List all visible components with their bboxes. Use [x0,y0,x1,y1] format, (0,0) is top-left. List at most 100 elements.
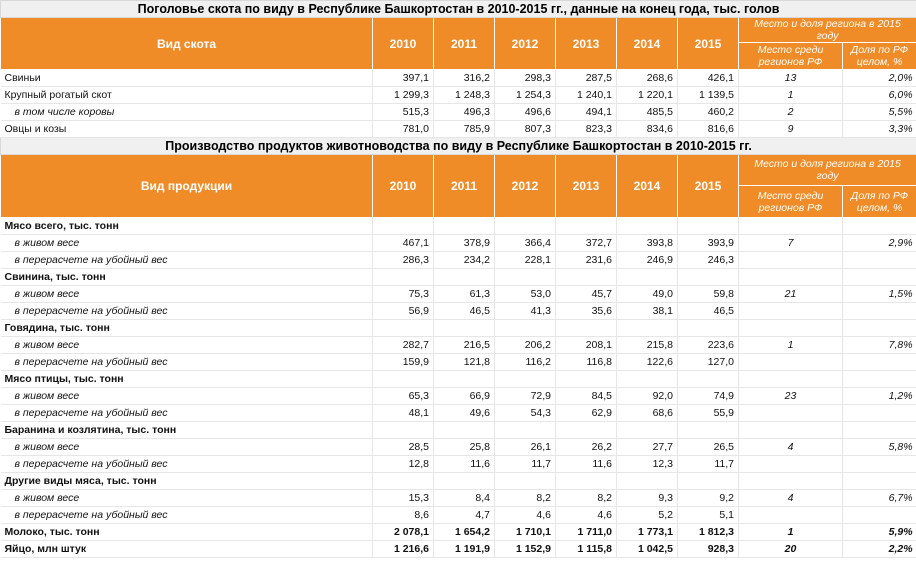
value-cell [433,217,495,235]
value-cell: 59,8 [677,285,739,303]
row-label: Свиньи [0,69,373,87]
value-cell [372,370,434,388]
value-cell: 25,8 [433,438,495,456]
row-label: Яйцо, млн штук [0,540,373,558]
value-cell [372,217,434,235]
row-label: в перерасчете на убойный вес [0,506,373,524]
row-label: Овцы и козы [0,120,373,138]
value-cell [677,319,739,337]
value-cell: 5,2 [616,506,678,524]
value-cell [616,472,678,490]
value-cell: 8,2 [494,489,556,507]
share-cell: 5,5% [841,103,916,121]
share-cell [841,302,916,320]
row-label: в перерасчете на убойный вес [0,302,373,320]
value-cell: 12,8 [372,455,434,473]
value-cell: 228,1 [494,251,556,269]
value-cell: 287,5 [555,69,617,87]
share-cell: 3,3% [841,120,916,138]
place-cell: 7 [738,234,843,252]
value-cell: 45,7 [555,285,617,303]
place-cell [738,472,843,490]
value-cell: 122,6 [616,353,678,371]
value-cell [494,319,556,337]
row-label: Свинина, тыс. тонн [0,268,373,286]
share-cell: 2,2% [841,540,916,558]
production-row: Баранина и козлятина, тыс. тонн [0,421,916,439]
value-cell: 68,6 [616,404,678,422]
value-cell [433,472,495,490]
value-cell: 28,5 [372,438,434,456]
place-header: Место среди регионов РФ [738,42,843,70]
value-cell: 206,2 [494,336,556,354]
share-header: Доля по РФ целом, % [841,185,916,218]
place-cell [738,404,843,422]
value-cell: 231,6 [555,251,617,269]
value-cell: 1 191,9 [433,540,495,558]
value-cell: 72,9 [494,387,556,405]
share-cell [841,455,916,473]
value-cell: 56,9 [372,302,434,320]
year-header: 2011 [433,154,495,218]
value-cell: 92,0 [616,387,678,405]
value-cell: 496,6 [494,103,556,121]
value-cell: 65,3 [372,387,434,405]
share-cell [841,421,916,439]
value-cell [494,217,556,235]
row-label: в живом весе [0,336,373,354]
value-cell: 282,7 [372,336,434,354]
place-cell [738,353,843,371]
year-header: 2011 [433,17,495,70]
share-cell [841,472,916,490]
share-cell: 5,9% [841,523,916,541]
place-cell [738,268,843,286]
value-cell [433,319,495,337]
value-cell: 46,5 [677,302,739,320]
livestock-table: Поголовье скота по виду в Республике Баш… [0,0,916,558]
value-cell: 116,8 [555,353,617,371]
row-label: в том числе коровы [0,103,373,121]
value-cell [616,370,678,388]
value-cell [677,268,739,286]
production-row: в живом весе 282,7 216,5 206,2 208,1 215,8 223… [0,336,916,354]
value-cell: 1 139,5 [677,86,739,104]
share-cell [841,217,916,235]
production-row: Яйцо, млн штук 1 216,6 1 191,9 1 152,9 1 115… [0,540,916,558]
place-cell [738,421,843,439]
value-cell: 11,7 [677,455,739,473]
value-cell: 8,2 [555,489,617,507]
production-row: в перерасчете на убойный вес 56,9 46,5 41,3… [0,302,916,320]
value-cell: 234,2 [433,251,495,269]
value-cell: 208,1 [555,336,617,354]
year-header: 2010 [372,154,434,218]
year-header: 2012 [494,17,556,70]
share-cell [841,268,916,286]
value-cell: 1 710,1 [494,523,556,541]
livestock-row: Свиньи 397,1 316,2 298,3 287,5 268,6 426,1 13 2,… [0,69,916,87]
share-cell: 2,0% [841,69,916,87]
value-cell: 1 216,6 [372,540,434,558]
value-cell: 54,3 [494,404,556,422]
livestock-row: в том числе коровы 515,3 496,3 496,6 494,1 48… [0,103,916,121]
value-cell: 9,2 [677,489,739,507]
value-cell [433,268,495,286]
value-cell [555,268,617,286]
value-cell: 127,0 [677,353,739,371]
value-cell: 74,9 [677,387,739,405]
value-cell: 1 812,3 [677,523,739,541]
value-cell: 467,1 [372,234,434,252]
value-cell: 53,0 [494,285,556,303]
value-cell: 2 078,1 [372,523,434,541]
share-cell [841,404,916,422]
value-cell: 116,2 [494,353,556,371]
value-cell: 426,1 [677,69,739,87]
share-cell: 6,7% [841,489,916,507]
place-cell [738,455,843,473]
region-header: Место и доля региона в 2015 году [737,17,916,43]
value-cell: 246,9 [616,251,678,269]
row-label: в живом весе [0,489,373,507]
value-cell: 378,9 [433,234,495,252]
value-cell: 26,2 [555,438,617,456]
value-cell: 298,3 [494,69,556,87]
value-cell: 494,1 [555,103,617,121]
